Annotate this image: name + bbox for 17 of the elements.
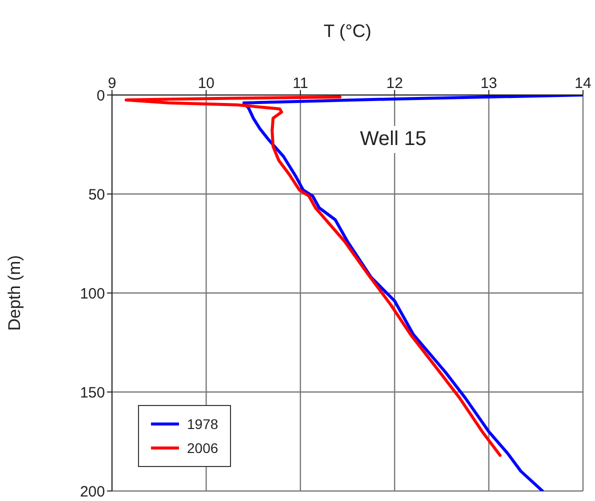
- x-tick-label: 13: [480, 75, 498, 92]
- y-axis-title: Depth (m): [5, 255, 24, 331]
- x-tick-label: 14: [574, 75, 592, 92]
- legend-label: 1978: [187, 416, 218, 432]
- y-tick-label: 50: [88, 186, 105, 204]
- y-tick-label: 100: [80, 285, 105, 302]
- y-tick-label: 0: [96, 87, 105, 104]
- x-tick-label: 9: [108, 75, 116, 92]
- annotation: Well 15: [356, 126, 430, 153]
- line-series: [124, 95, 502, 457]
- x-tick-label: 10: [198, 75, 215, 92]
- x-axis-title: T (°C): [324, 21, 372, 41]
- y-tick-label: 150: [80, 384, 105, 402]
- x-tick-label: 11: [292, 75, 308, 92]
- x-tick-label: 12: [386, 75, 403, 92]
- y-tick-label: 200: [80, 483, 105, 500]
- legend-label: 2006: [187, 440, 218, 456]
